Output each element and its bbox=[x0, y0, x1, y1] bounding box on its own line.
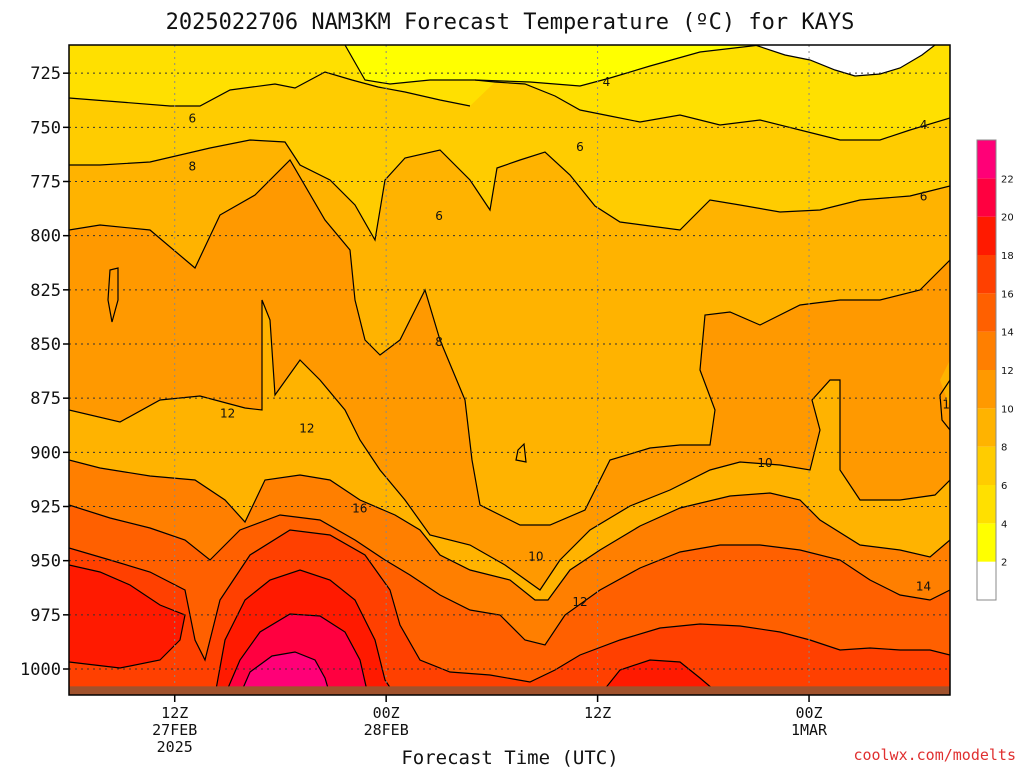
ground bbox=[69, 686, 950, 695]
contour-8-small bbox=[515, 442, 527, 463]
colorbar-label-0: 2 bbox=[1001, 558, 1007, 569]
band-18-20 bbox=[69, 565, 720, 695]
contour-label-13: 12 bbox=[572, 595, 587, 609]
contour-label-14: 14 bbox=[916, 580, 931, 594]
contour-10b bbox=[939, 379, 950, 431]
colorbar-swatch-4 bbox=[977, 408, 996, 447]
contour-10 bbox=[69, 299, 950, 591]
band-0-2 bbox=[755, 45, 935, 76]
contour-16 bbox=[69, 529, 950, 683]
x-tick-label-0-1: 27FEB bbox=[152, 721, 197, 739]
band-2-4 bbox=[69, 45, 950, 86]
contour-label-0: 4 bbox=[603, 75, 611, 89]
colorbar-label-6: 14 bbox=[1001, 328, 1014, 339]
colorbar-label-8: 18 bbox=[1001, 251, 1014, 262]
contour-18c bbox=[599, 659, 721, 695]
contour-4 bbox=[344, 45, 761, 87]
x-tick-label-0-2: 2025 bbox=[157, 738, 193, 756]
colorbar-label-5: 12 bbox=[1001, 366, 1014, 377]
colorbar-label-9: 20 bbox=[1001, 213, 1014, 224]
credit-link[interactable]: coolwx.com/modelts bbox=[853, 746, 1016, 764]
x-tick-label-1-0: 00Z bbox=[373, 704, 400, 722]
contour-labels: 4 4 6 6 6 6 8 8 10 10 10 12 12 12 14 16 bbox=[189, 75, 957, 609]
contour-label-12: 12 bbox=[299, 422, 314, 436]
colorbar-swatch-11 bbox=[977, 140, 996, 179]
grid-lines bbox=[69, 45, 950, 695]
x-tick-label-0-0: 12Z bbox=[161, 704, 188, 722]
contour-lines bbox=[69, 45, 950, 695]
contour-label-8: 10 bbox=[757, 456, 772, 470]
y-tick-label-10: 975 bbox=[30, 606, 61, 626]
y-tick-label-3: 800 bbox=[30, 227, 61, 247]
contour-label-5: 6 bbox=[920, 190, 928, 204]
contour-label-10: 10 bbox=[528, 549, 543, 563]
x-tick-label-2-0: 12Z bbox=[584, 704, 611, 722]
contour-12 bbox=[69, 459, 950, 601]
y-tick-label-2: 775 bbox=[30, 173, 61, 193]
y-tick-label-7: 900 bbox=[30, 443, 61, 463]
colorbar-swatch-8 bbox=[977, 255, 996, 294]
y-tick-label-4: 825 bbox=[30, 281, 61, 301]
y-tick-label-0: 725 bbox=[30, 64, 61, 84]
colorbar-frame bbox=[976, 139, 997, 601]
colorbar-label-1: 4 bbox=[1001, 519, 1007, 530]
colorbar-label-4: 10 bbox=[1001, 404, 1014, 415]
y-axis-ticks: 725 750 775 800 825 850 875 900 925 950 975 1000 bbox=[20, 64, 69, 680]
contour-label-9: 10 bbox=[942, 398, 957, 412]
contour-6 bbox=[69, 71, 471, 107]
y-tick-label-8: 925 bbox=[30, 498, 61, 518]
band-4-6 bbox=[69, 45, 950, 140]
contour-label-15: 16 bbox=[352, 502, 367, 516]
x-axis-label: Forecast Time (UTC) bbox=[401, 747, 618, 768]
band-10-12 bbox=[69, 160, 950, 590]
colorbar-swatch-1 bbox=[977, 523, 996, 562]
x-tick-label-3-1: 1MAR bbox=[791, 721, 828, 739]
y-tick-label-11: 1000 bbox=[20, 660, 61, 680]
chart-title: 2025022706 NAM3KM Forecast Temperature (… bbox=[166, 10, 855, 35]
colorbar-label-10: 22 bbox=[1001, 174, 1014, 185]
ground-fill bbox=[69, 686, 950, 695]
contour-6b bbox=[69, 139, 950, 242]
colorbar-label-2: 6 bbox=[1001, 481, 1007, 492]
contour-label-1: 4 bbox=[920, 118, 928, 132]
x-tick-label-3-0: 00Z bbox=[795, 704, 822, 722]
y-tick-label-1: 750 bbox=[30, 118, 61, 138]
colorbar-swatch-3 bbox=[977, 446, 996, 485]
y-tick-label-6: 875 bbox=[30, 389, 61, 409]
y-tick-label-5: 850 bbox=[30, 335, 61, 355]
colorbar-swatch-6 bbox=[977, 331, 996, 370]
colorbar-swatch-2 bbox=[977, 485, 996, 524]
x-tick-label-1-1: 28FEB bbox=[364, 721, 409, 739]
contour-label-7: 8 bbox=[435, 335, 443, 349]
contour-18b bbox=[214, 569, 396, 695]
contour-label-3: 6 bbox=[576, 140, 584, 154]
colorbar-label-7: 16 bbox=[1001, 289, 1014, 300]
contour-2 bbox=[754, 45, 936, 77]
plot-frame bbox=[68, 44, 951, 696]
colorbar-swatch-7 bbox=[977, 293, 996, 332]
contour-8-closed bbox=[107, 267, 119, 323]
colorbar-swatch-10 bbox=[977, 178, 996, 217]
band-22-24 bbox=[240, 652, 330, 695]
colorbar-label-3: 8 bbox=[1001, 443, 1007, 454]
contour-4b bbox=[474, 79, 950, 141]
contour-label-11: 12 bbox=[220, 406, 235, 420]
contour-8 bbox=[69, 159, 950, 526]
contour-14 bbox=[69, 504, 950, 646]
contour-label-4: 6 bbox=[435, 209, 443, 223]
contour-22 bbox=[239, 651, 331, 695]
plot-area: 4 4 6 6 6 6 8 8 10 10 10 12 12 12 14 16 bbox=[69, 45, 957, 695]
colorbar-swatch-5 bbox=[977, 370, 996, 409]
colorbar-swatch-0 bbox=[977, 561, 996, 600]
contour-label-2: 6 bbox=[189, 112, 197, 126]
colorbar-swatch-9 bbox=[977, 216, 996, 255]
contour-label-6: 8 bbox=[189, 159, 197, 173]
colorbar: 2 4 6 8 10 12 14 16 18 20 22 bbox=[976, 139, 1014, 601]
y-tick-label-9: 950 bbox=[30, 552, 61, 572]
